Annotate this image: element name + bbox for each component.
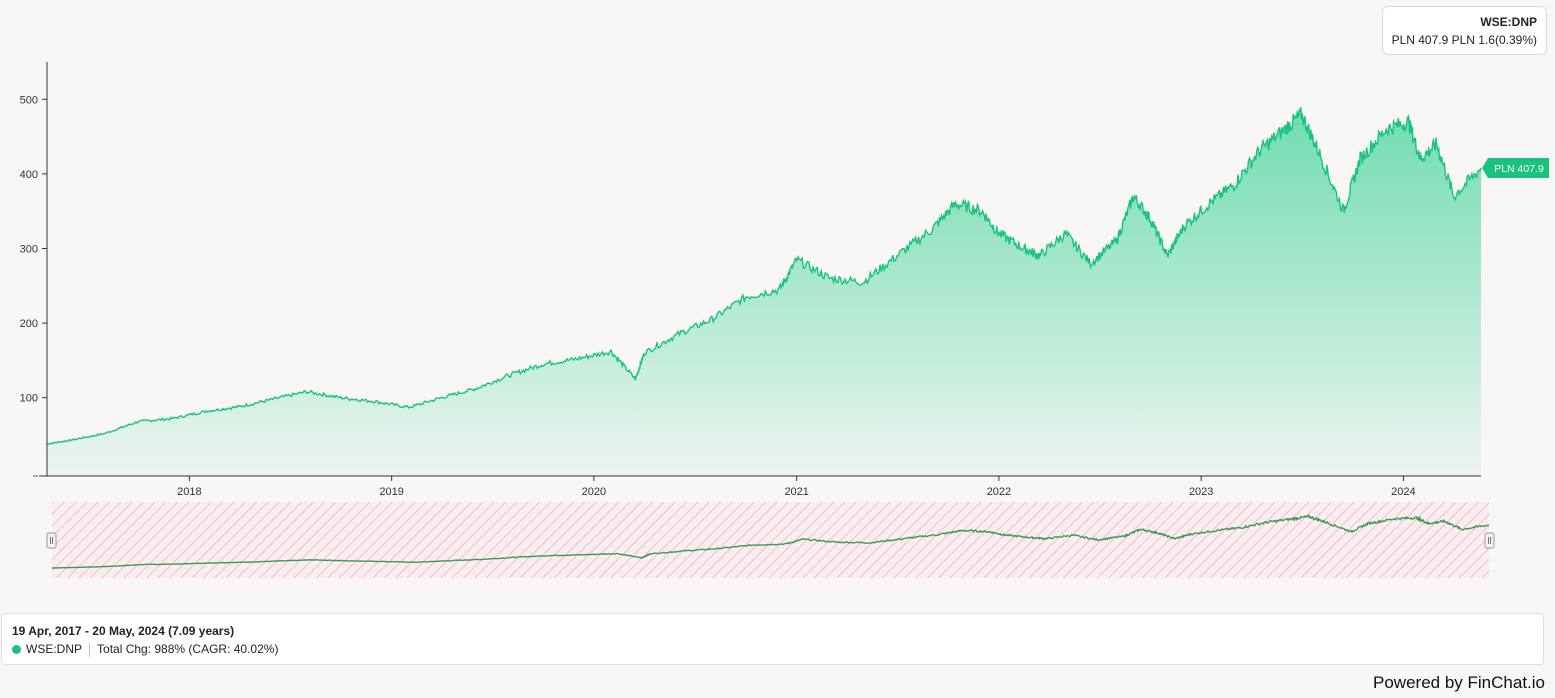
x-tick-label: 2024: [1391, 486, 1415, 498]
x-tick-label: 2023: [1189, 486, 1213, 498]
summary-symbol: WSE:DNP: [26, 642, 83, 656]
main-plot-area[interactable]: 100 200 300 400 500 2018 2019 2020 2021 2022 2023 2…: [20, 62, 1549, 498]
navigator-right-handle[interactable]: [1484, 532, 1495, 549]
divider: [89, 642, 91, 657]
y-tick-label: 500: [20, 94, 38, 106]
quote-price: PLN 407.9 PLN 1.6(0.39%): [1391, 33, 1537, 47]
series-color-dot: [12, 645, 21, 654]
quote-box: WSE:DNP PLN 407.9 PLN 1.6(0.39%): [1381, 6, 1547, 55]
summary-panel: 19 Apr, 2017 - 20 May, 2024 (7.09 years)…: [1, 613, 1544, 665]
price-area: [47, 107, 1481, 476]
range-navigator[interactable]: [46, 502, 1495, 578]
x-tick-label: 2022: [987, 486, 1011, 498]
last-price-label: PLN 407.9: [1494, 163, 1544, 175]
y-tick-label: 100: [20, 393, 38, 405]
navigator-line: [52, 514, 1490, 569]
y-tick-label: 200: [20, 318, 38, 330]
total-change-text: Total Chg: 988% (CAGR: 40.02%): [97, 642, 279, 656]
x-tick-label: 2020: [582, 486, 606, 498]
date-range-text: 19 Apr, 2017 - 20 May, 2024 (7.09 years): [12, 624, 235, 638]
x-tick-label: 2019: [379, 486, 403, 498]
navigator-left-handle[interactable]: [46, 532, 57, 549]
x-tick-label: 2021: [784, 486, 808, 498]
quote-symbol: WSE:DNP: [1480, 15, 1537, 29]
navigator-selection: [52, 502, 1489, 578]
price-line: [46, 107, 1482, 445]
y-tick-label: 300: [20, 243, 38, 255]
x-tick-label: 2018: [177, 486, 201, 498]
last-price-flag: [1482, 157, 1549, 178]
y-tick-label: 400: [20, 169, 38, 181]
powered-by-label: Powered by FinChat.io: [1373, 673, 1545, 692]
